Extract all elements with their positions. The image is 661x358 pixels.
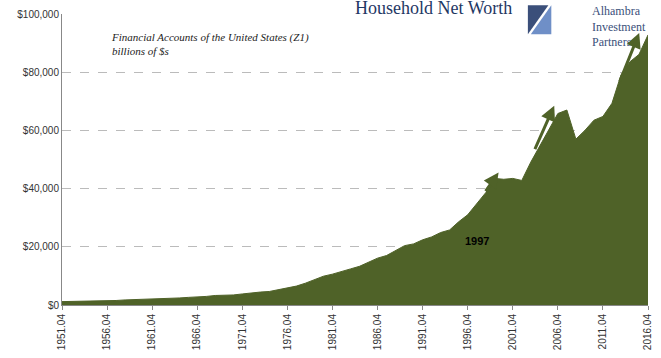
svg-text:$40,000: $40,000 (23, 183, 60, 194)
svg-text:Financial Accounts of the Unit: Financial Accounts of the United States … (111, 31, 309, 57)
svg-text:AlhambraInvestmentPartners: AlhambraInvestmentPartners (592, 4, 646, 49)
svg-text:1991.04: 1991.04 (417, 314, 428, 351)
svg-text:1997: 1997 (465, 235, 489, 247)
svg-text:$100,000: $100,000 (17, 9, 59, 20)
svg-text:1986.04: 1986.04 (372, 314, 383, 351)
svg-text:1996.04: 1996.04 (462, 314, 473, 351)
svg-text:Household Net Worth: Household Net Worth (355, 0, 512, 18)
svg-text:$60,000: $60,000 (23, 125, 60, 136)
svg-text:$80,000: $80,000 (23, 67, 60, 78)
svg-text:$0: $0 (48, 300, 60, 311)
svg-text:2001.04: 2001.04 (507, 314, 518, 351)
svg-text:1971.04: 1971.04 (237, 314, 248, 351)
svg-text:1976.04: 1976.04 (282, 314, 293, 351)
svg-text:1966.04: 1966.04 (191, 314, 202, 351)
svg-text:1956.04: 1956.04 (101, 314, 112, 351)
svg-text:1961.04: 1961.04 (146, 314, 157, 351)
svg-text:1981.04: 1981.04 (327, 314, 338, 351)
svg-text:2006.04: 2006.04 (552, 314, 563, 351)
svg-text:2016.04: 2016.04 (642, 314, 653, 351)
svg-text:$20,000: $20,000 (23, 241, 60, 252)
svg-text:2011.04: 2011.04 (597, 314, 608, 350)
svg-text:1951.04: 1951.04 (56, 314, 67, 351)
